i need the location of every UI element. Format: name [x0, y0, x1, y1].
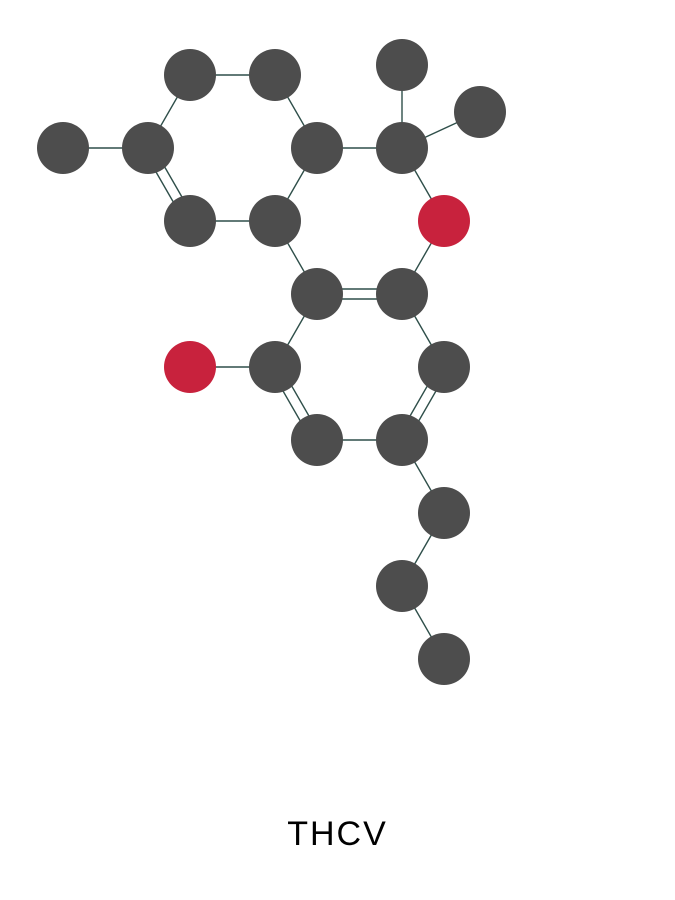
- atom-C_ch1: [418, 487, 470, 539]
- atom-C_top_left: [122, 122, 174, 174]
- molecule-canvas: THCV: [0, 0, 675, 900]
- atom-C_fuseR: [376, 268, 428, 320]
- atom-C_gem: [376, 122, 428, 174]
- atom-C_arBR: [376, 414, 428, 466]
- atom-O_oh: [164, 341, 216, 393]
- atom-C_b_right: [249, 195, 301, 247]
- atom-C_top_right: [291, 122, 343, 174]
- atom-C_top1: [164, 49, 216, 101]
- atom-C_geml: [376, 39, 428, 91]
- atom-C_arR: [418, 341, 470, 393]
- atom-C_methylL: [37, 122, 89, 174]
- atom-C_top2: [249, 49, 301, 101]
- atom-C_fuseT: [291, 268, 343, 320]
- molecule-title: THCV: [0, 815, 675, 854]
- atom-C_arBL: [291, 414, 343, 466]
- atom-C_b_left: [164, 195, 216, 247]
- atom-O_ring: [418, 195, 470, 247]
- atom-C_ch2: [376, 560, 428, 612]
- atom-C_gemr: [454, 86, 506, 138]
- atom-C_arL: [249, 341, 301, 393]
- atom-C_ch3: [418, 633, 470, 685]
- molecule-svg: [0, 0, 675, 900]
